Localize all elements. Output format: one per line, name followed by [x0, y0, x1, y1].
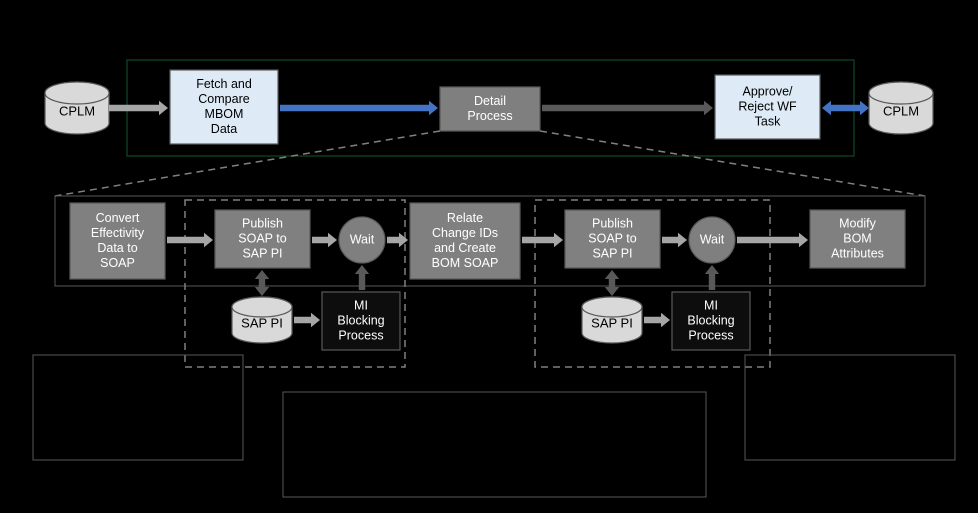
box-convert: ConvertEffectivityData toSOAP — [70, 203, 165, 279]
db-cplm-right-label: CPLM — [883, 103, 919, 118]
db-sappi-1: SAP PI — [232, 297, 292, 343]
box-relate-line0: Relate — [447, 211, 483, 225]
box-publish1-line2: SAP PI — [242, 246, 282, 260]
arrow-rel-pub2 — [522, 233, 563, 247]
box-approve: Approve/Reject WFTask — [715, 75, 820, 139]
db-sappi-2-label: SAP PI — [591, 315, 633, 330]
box-approve-line0: Approve/ — [742, 84, 793, 98]
box-publish1-line1: SOAP to — [238, 231, 286, 245]
box-detail-line0: Detail — [474, 94, 506, 108]
box-publish2-line2: SAP PI — [592, 246, 632, 260]
box-detail-line1: Process — [467, 109, 512, 123]
box-relate-line2: and Create — [434, 241, 496, 255]
arrow-approve-db — [822, 101, 869, 115]
arrow-sap1-mi1 — [294, 313, 320, 327]
box-mi2-line1: Blocking — [687, 313, 734, 327]
db-cplm-left-label: CPLM — [59, 103, 95, 118]
box-publish1-line0: Publish — [242, 216, 283, 230]
box-relate-line3: BOM SOAP — [432, 256, 499, 270]
arrow-fetch-detail — [280, 101, 438, 115]
box-mi1: MIBlockingProcess — [322, 292, 400, 350]
box-mi2: MIBlockingProcess — [672, 292, 750, 350]
placeholder-p3 — [745, 355, 955, 460]
box-fetch-line3: Data — [211, 122, 237, 136]
db-sappi-1-label: SAP PI — [241, 315, 283, 330]
box-fetch-line0: Fetch and — [196, 77, 252, 91]
box-modify: ModifyBOMAttributes — [810, 210, 905, 268]
arrow-detail-approve — [542, 101, 713, 115]
box-relate-line1: Change IDs — [432, 226, 498, 240]
box-publish2: PublishSOAP toSAP PI — [565, 210, 660, 268]
box-convert-line1: Effectivity — [91, 226, 145, 240]
box-publish2-line0: Publish — [592, 216, 633, 230]
circle-wait2-label: Wait — [700, 232, 725, 246]
box-approve-line2: Task — [755, 114, 781, 128]
box-fetch: Fetch andCompareMBOMData — [170, 70, 278, 144]
box-fetch-line1: Compare — [198, 92, 249, 106]
box-fetch-line2: MBOM — [205, 107, 244, 121]
arrow-sap2-mi2 — [644, 313, 670, 327]
arrow-pub1-sap — [255, 270, 269, 296]
box-mi1-line2: Process — [338, 328, 383, 342]
box-mi2-line2: Process — [688, 328, 733, 342]
arrow-pub1-wait1 — [312, 233, 337, 247]
box-relate: RelateChange IDsand CreateBOM SOAP — [410, 203, 520, 279]
circle-wait1: Wait — [339, 217, 385, 263]
box-convert-line0: Convert — [96, 211, 140, 225]
box-modify-line1: BOM — [843, 231, 871, 245]
db-cplm-right: CPLM — [869, 82, 933, 134]
box-publish2-line1: SOAP to — [588, 231, 636, 245]
box-publish1: PublishSOAP toSAP PI — [215, 210, 310, 268]
box-mi2-line0: MI — [704, 298, 718, 312]
circle-wait2: Wait — [689, 217, 735, 263]
arrow-pub2-wait2 — [662, 233, 687, 247]
arrow-conv-pub1 — [167, 233, 213, 247]
box-modify-line0: Modify — [839, 216, 877, 230]
arrow-wait2-mod — [737, 233, 808, 247]
placeholder-p2 — [283, 392, 706, 497]
arrow-pub2-sap — [605, 270, 619, 296]
box-detail: DetailProcess — [440, 87, 540, 131]
db-sappi-2: SAP PI — [582, 297, 642, 343]
box-modify-line2: Attributes — [831, 246, 884, 260]
box-convert-line2: Data to — [97, 241, 137, 255]
db-cplm-left: CPLM — [45, 82, 109, 134]
expand-right — [540, 131, 925, 196]
box-mi1-line1: Blocking — [337, 313, 384, 327]
placeholder-p1 — [33, 355, 243, 460]
arrow-db-fetch — [109, 101, 168, 115]
circle-wait1-label: Wait — [350, 232, 375, 246]
box-approve-line1: Reject WF — [738, 99, 797, 113]
box-mi1-line0: MI — [354, 298, 368, 312]
box-convert-line3: SOAP — [100, 256, 135, 270]
